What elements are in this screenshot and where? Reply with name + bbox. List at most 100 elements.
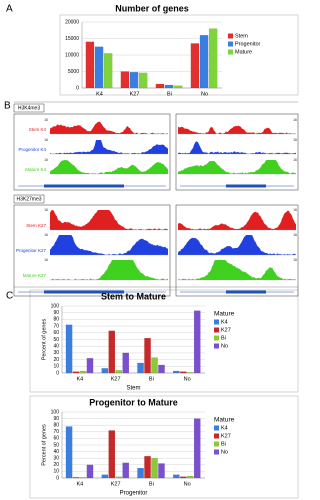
chart-title: Progenitor to Mature xyxy=(89,397,178,407)
track-label: Progenitor K4 xyxy=(18,147,46,152)
bar xyxy=(155,83,165,89)
bar xyxy=(180,476,187,479)
mark-label: H3K27me3 xyxy=(16,196,41,202)
y-tick-label: 0 xyxy=(56,370,59,376)
panel-label: B xyxy=(4,101,11,112)
track-max: 16 xyxy=(293,233,297,237)
browser-window xyxy=(13,113,171,191)
bar xyxy=(137,467,144,479)
bar xyxy=(103,53,113,89)
x-tick-label: Bi xyxy=(167,91,172,97)
track-label: Mature K27 xyxy=(23,273,47,278)
bar xyxy=(65,324,73,374)
signal-track xyxy=(50,160,168,174)
signal-track xyxy=(50,121,168,134)
legend-label: K27 xyxy=(221,433,231,439)
signal-track xyxy=(178,160,296,174)
signal-track xyxy=(178,210,296,230)
bar xyxy=(86,358,94,374)
y-tick-label: 60 xyxy=(53,436,59,442)
track-max: 16 xyxy=(44,233,48,237)
bar xyxy=(108,430,116,479)
y-tick-label: 20 xyxy=(53,357,59,363)
bar xyxy=(193,418,201,479)
browser-window xyxy=(175,204,299,297)
x-tick-label: K27 xyxy=(130,91,140,97)
track-max: 16 xyxy=(293,258,297,262)
bar xyxy=(72,477,80,479)
track-max: 16 xyxy=(44,118,48,122)
bar xyxy=(173,474,180,479)
bar xyxy=(101,368,109,374)
legend-swatch xyxy=(214,343,219,349)
bar xyxy=(186,475,194,479)
y-tick-label: 90 xyxy=(53,310,59,316)
track-label: Mature K4 xyxy=(25,167,46,172)
signal-track xyxy=(50,235,168,255)
chart-title: Number of genes xyxy=(115,3,189,13)
y-tick-label: 0 xyxy=(56,475,59,481)
figure: A B C H3K4me3 16 Stem K4 16 Progenitor K4 16 M… xyxy=(4,3,299,499)
track-max: 16 xyxy=(293,118,297,122)
track-label: Stem K27 xyxy=(26,223,46,228)
x-tick-label: K4 xyxy=(77,481,84,487)
legend-swatch xyxy=(214,449,219,455)
y-tick-label: 20000 xyxy=(65,19,79,25)
bar xyxy=(85,41,95,89)
chart-title: Stem to Mature xyxy=(101,291,166,301)
legend-swatch xyxy=(214,319,219,325)
bar xyxy=(173,85,183,89)
bar xyxy=(208,28,218,89)
bar xyxy=(151,458,158,479)
bar xyxy=(173,370,180,374)
browser-window xyxy=(175,113,299,191)
gene-body xyxy=(44,290,124,294)
y-tick-label: 50 xyxy=(53,442,59,448)
legend-swatch xyxy=(214,327,219,333)
track-max: 16 xyxy=(44,258,48,262)
y-tick-label: 30 xyxy=(53,350,59,356)
legend-swatch xyxy=(214,335,219,341)
y-tick-label: 50 xyxy=(53,337,59,343)
signal-track xyxy=(50,260,168,280)
bar xyxy=(122,352,130,374)
bar xyxy=(101,474,109,479)
signal-track xyxy=(178,141,296,154)
bar xyxy=(190,43,200,89)
mark-label-box xyxy=(13,103,45,113)
gene-body xyxy=(44,184,124,188)
bar xyxy=(86,464,94,479)
legend-label: Stem xyxy=(235,33,248,39)
track-max: 16 xyxy=(293,138,297,142)
y-tick-label: 100 xyxy=(51,409,60,415)
x-tick-label: No xyxy=(201,91,208,97)
legend-swatch xyxy=(214,441,219,447)
legend-label: K27 xyxy=(221,327,231,333)
signal-track xyxy=(178,235,296,255)
bar xyxy=(199,35,209,89)
bar xyxy=(79,370,87,374)
gene-body xyxy=(226,184,266,188)
y-tick-label: 60 xyxy=(53,330,59,336)
y-tick-label: 30 xyxy=(53,456,59,462)
y-tick-label: 70 xyxy=(53,323,59,329)
panel-label: A xyxy=(6,4,13,15)
legend-label: Bi xyxy=(221,335,226,341)
y-axis-title: Percent of genes xyxy=(41,424,47,466)
track-max: 16 xyxy=(44,208,48,212)
signal-track xyxy=(50,210,168,230)
track-max: 16 xyxy=(44,158,48,162)
gene-body xyxy=(226,290,266,294)
x-tick-label: K27 xyxy=(111,376,121,382)
panel-frame xyxy=(29,395,299,499)
x-tick-label: K4 xyxy=(77,376,84,382)
x-tick-label: Bi xyxy=(149,481,154,487)
y-tick-label: 40 xyxy=(53,449,59,455)
y-tick-label: 20 xyxy=(53,462,59,468)
bar xyxy=(158,364,165,374)
y-tick-label: 80 xyxy=(53,423,59,429)
x-tick-label: Bi xyxy=(149,376,154,382)
bar xyxy=(151,357,158,374)
y-axis-title: Percent of genes xyxy=(41,318,47,360)
legend-label: Bi xyxy=(221,441,226,447)
